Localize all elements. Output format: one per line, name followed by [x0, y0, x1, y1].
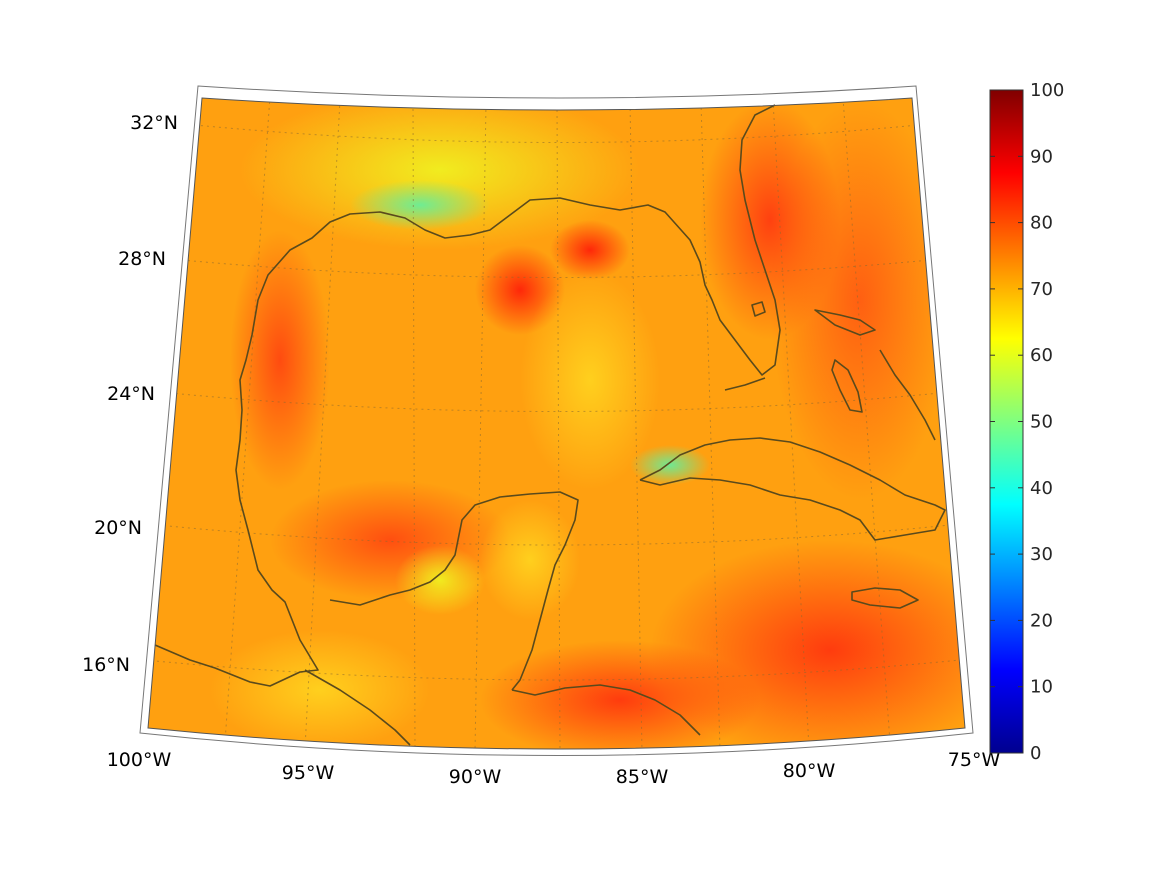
field-us-interior-cyan [350, 180, 490, 230]
gridline-meridian [772, 99, 810, 749]
coastline-keys [724, 377, 766, 391]
map-frame [139, 85, 974, 756]
coastline-cuba [639, 437, 946, 541]
colorbar: 0 10 20 30 40 50 60 70 80 90 100 [989, 80, 1064, 764]
colorbar-tick-label: 10 [1030, 677, 1053, 698]
field-us-interior-light [240, 98, 640, 250]
coastline-jamaica [851, 587, 919, 609]
map-field [148, 98, 965, 749]
colorbar-tick-label: 60 [1030, 345, 1053, 366]
map-border-outer [139, 85, 974, 756]
colorbar-ticks: 0 10 20 30 40 50 60 70 80 90 100 [990, 80, 1064, 764]
gridline-meridian [304, 99, 341, 749]
coastline-central-america [511, 684, 701, 736]
gridline-meridian [556, 103, 561, 749]
field-central-gulf-light [520, 270, 660, 490]
colorbar-tick-label: 20 [1030, 610, 1053, 631]
coastline-bahamas-east [879, 349, 936, 441]
colorbar-tick-label: 30 [1030, 544, 1053, 565]
colorbar-tick-label: 50 [1030, 412, 1053, 433]
lon-label-85w: 85°W [616, 766, 669, 788]
gridline-meridian [700, 101, 721, 749]
field-tabasco-light [395, 545, 485, 615]
field-texas-warm [230, 230, 330, 490]
gridline-parallel [157, 524, 951, 546]
coastline-bahamas-andros [831, 359, 863, 413]
latitude-labels: 16°N 20°N 24°N 28°N 32°N [82, 112, 178, 676]
field-atlantic-warm [770, 100, 950, 500]
lat-label-28n: 28°N [118, 248, 166, 270]
coastlines [154, 104, 946, 746]
lon-label-75w: 75°W [948, 749, 1001, 771]
lon-label-95w: 95°W [282, 762, 335, 784]
lat-label-24n: 24°N [107, 383, 155, 405]
field-yucatan-light [480, 500, 580, 620]
lat-label-16n: 16°N [82, 654, 130, 676]
colorbar-bar [989, 89, 1024, 754]
colorbar-tick-label: 70 [1030, 279, 1053, 300]
lat-label-32n: 32°N [130, 112, 178, 134]
colorbar-tick-label: 90 [1030, 146, 1053, 167]
coastline-lake-okeechobee [751, 301, 766, 317]
field-gulf-hotspot-2 [550, 220, 630, 280]
coastline-yucatan [329, 491, 579, 691]
gridline-meridian [474, 103, 487, 749]
colorbar-tick-label: 0 [1030, 743, 1041, 764]
lon-label-90w: 90°W [449, 766, 502, 788]
lat-label-20n: 20°N [94, 517, 142, 539]
gridline-meridian [629, 102, 643, 749]
coastline-pacific-mexico [304, 669, 411, 746]
longitude-labels: 100°W 95°W 90°W 85°W 80°W 75°W [107, 749, 1001, 788]
field-central-america-light [210, 630, 430, 749]
colorbar-tick-label: 100 [1030, 80, 1064, 101]
map-gridlines [148, 98, 961, 749]
colorbar-tick-label: 40 [1030, 478, 1053, 499]
lon-label-100w: 100°W [107, 749, 172, 771]
map-border [147, 97, 966, 750]
coastline-bahamas-north [814, 309, 876, 336]
field-caribbean-warm-2 [480, 640, 760, 749]
colorbar-tick-label: 80 [1030, 213, 1053, 234]
gridline-parallel [181, 259, 931, 278]
gridline-parallel [194, 124, 919, 143]
lon-label-80w: 80°W [783, 760, 836, 782]
coastline-gulf-us-mexico [154, 104, 781, 687]
